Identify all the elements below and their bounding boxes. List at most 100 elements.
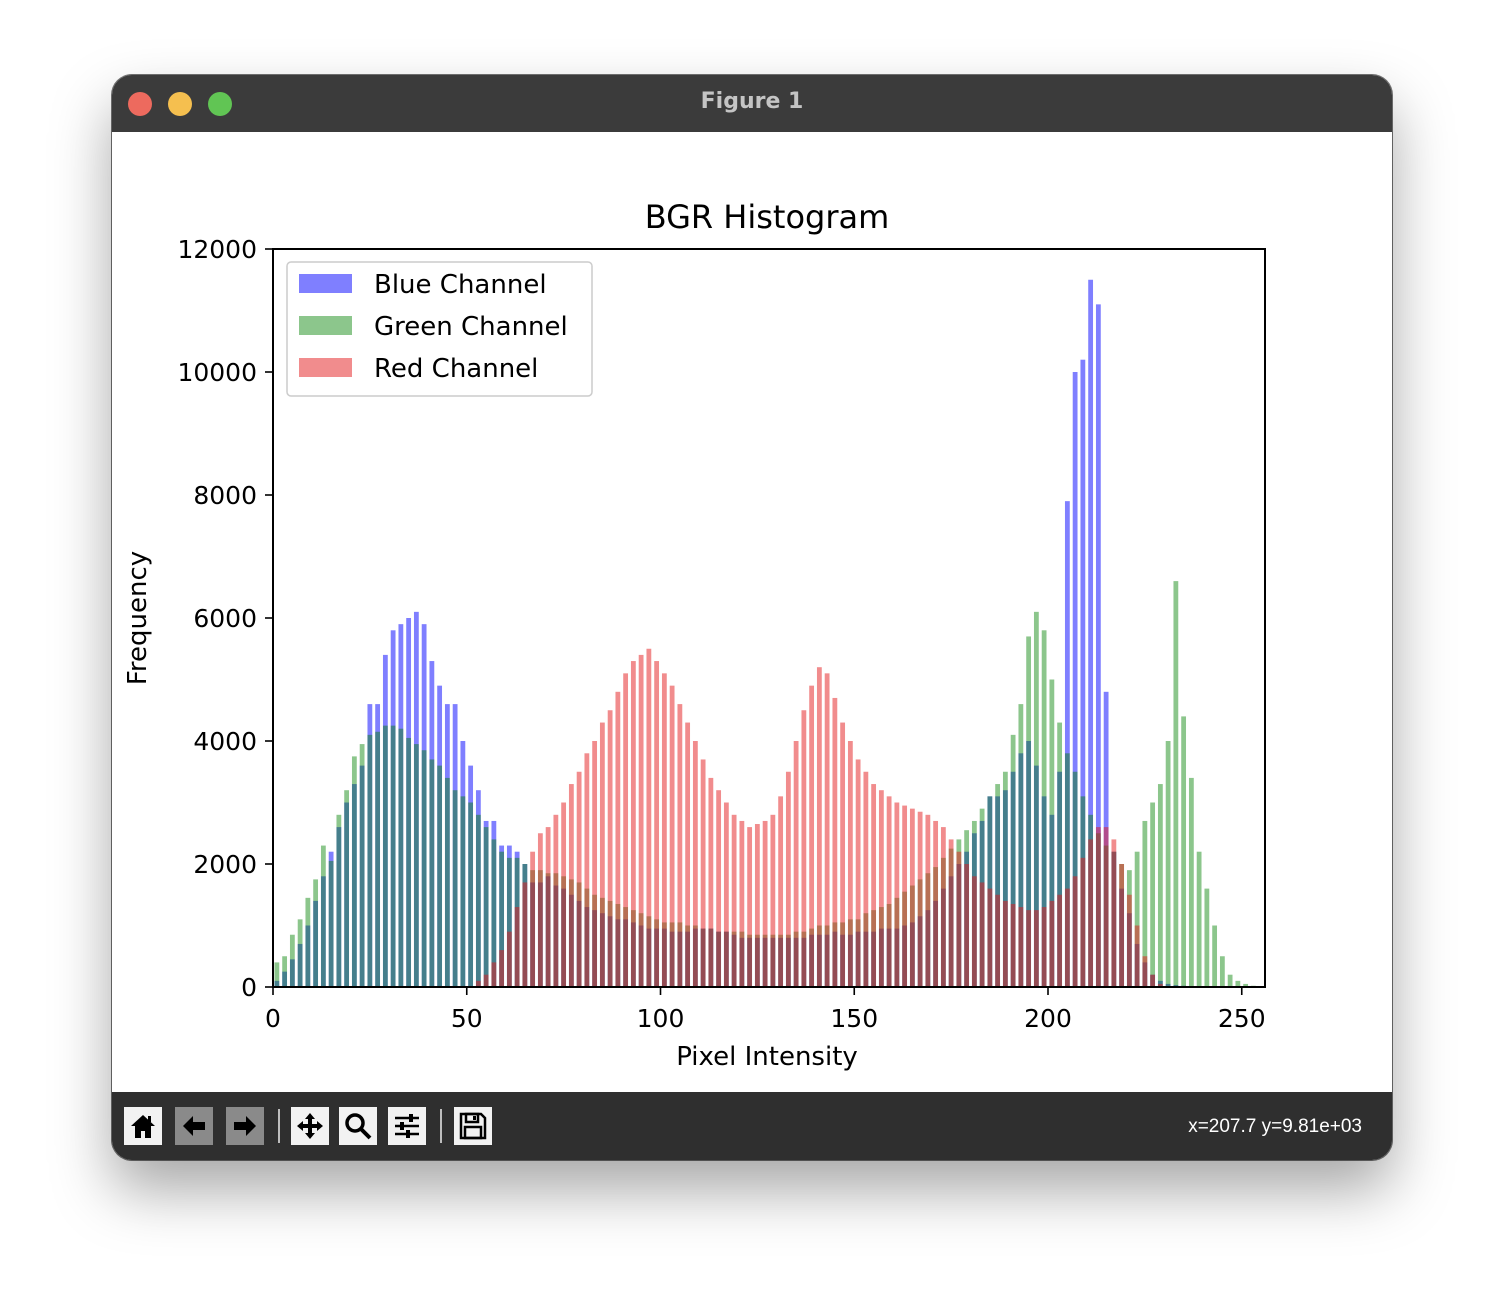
bar xyxy=(460,741,466,987)
y-tick-label: 12000 xyxy=(177,235,257,264)
back-button[interactable] xyxy=(175,1107,213,1145)
bar xyxy=(320,845,326,987)
bar xyxy=(437,765,443,987)
bar xyxy=(1080,857,1086,987)
bar xyxy=(1057,771,1063,987)
bar xyxy=(1010,903,1016,987)
bar xyxy=(669,685,675,987)
bar xyxy=(1018,907,1024,987)
bar xyxy=(483,827,489,987)
bar xyxy=(537,833,543,987)
bar xyxy=(1134,851,1140,987)
bar xyxy=(522,882,528,987)
bar xyxy=(351,756,357,988)
bar xyxy=(444,704,450,987)
pan-button[interactable] xyxy=(291,1107,329,1145)
bar xyxy=(382,725,388,988)
bar xyxy=(1095,827,1101,987)
bar xyxy=(367,704,373,987)
bar xyxy=(964,864,970,987)
bar xyxy=(607,710,613,987)
x-tick-label: 100 xyxy=(637,1004,685,1033)
bar xyxy=(723,802,729,987)
arrow-right-icon xyxy=(234,1116,256,1136)
save-button[interactable] xyxy=(454,1107,492,1145)
bar xyxy=(452,704,458,987)
bar xyxy=(801,710,807,987)
legend-swatch xyxy=(299,316,352,335)
bar xyxy=(1002,771,1008,987)
bar xyxy=(1119,864,1125,987)
chart-legend: Blue Channel Green Channel Red Channel xyxy=(286,261,593,397)
bar xyxy=(1018,704,1024,987)
bar xyxy=(320,876,326,987)
y-axis-label: Frequency xyxy=(123,551,153,685)
bar xyxy=(1142,820,1148,987)
bar xyxy=(886,796,892,987)
bar xyxy=(483,974,489,987)
bar xyxy=(1033,765,1039,987)
cursor-coordinates: x=207.7 y=9.81e+03 xyxy=(1188,1116,1362,1137)
bar xyxy=(336,827,342,987)
configure-subplots-button[interactable] xyxy=(388,1107,426,1145)
bar xyxy=(483,820,489,987)
bar xyxy=(398,728,404,987)
y-tick-label: 0 xyxy=(241,973,257,1002)
bar xyxy=(956,851,962,987)
forward-button[interactable] xyxy=(226,1107,264,1145)
bar xyxy=(894,802,900,987)
bar xyxy=(1010,734,1016,987)
bar xyxy=(274,962,280,987)
bar xyxy=(1057,722,1063,987)
bar xyxy=(1188,777,1194,987)
bar xyxy=(328,851,334,987)
bar xyxy=(429,661,435,987)
bar xyxy=(305,897,311,987)
bar xyxy=(785,771,791,987)
bar xyxy=(274,980,280,987)
bar xyxy=(995,784,1001,987)
bar xyxy=(382,654,388,987)
navigation-toolbar: x=207.7 y=9.81e+03 xyxy=(112,1092,1392,1160)
legend-frame xyxy=(286,261,593,397)
bar xyxy=(638,654,644,987)
bar xyxy=(1088,839,1094,987)
bar xyxy=(475,814,481,987)
zoom-button[interactable] xyxy=(339,1107,377,1145)
bar xyxy=(1219,956,1225,987)
figure-canvas[interactable]: 0 50 100 150 200 250 0 2000 4000 6000 8000 10000 120… xyxy=(112,132,1392,1092)
y-tick-label: 4000 xyxy=(193,727,257,756)
bar xyxy=(1033,910,1039,988)
bar xyxy=(677,704,683,987)
bar xyxy=(313,900,319,987)
series-red-channel xyxy=(475,648,1163,988)
maximize-window-button[interactable] xyxy=(208,92,232,116)
home-button[interactable] xyxy=(124,1107,162,1145)
figure-window: Figure 1 0 50 100 150 200 250 0 2000 4000 6000 800… xyxy=(112,75,1392,1160)
bar xyxy=(1134,925,1140,987)
bar xyxy=(925,814,931,987)
minimize-window-button[interactable] xyxy=(168,92,192,116)
bar xyxy=(506,931,512,987)
bar xyxy=(995,796,1001,987)
bar xyxy=(421,624,427,987)
bar xyxy=(1157,784,1163,987)
y-tick-label: 8000 xyxy=(193,481,257,510)
bar xyxy=(661,673,667,987)
bar xyxy=(824,673,830,987)
bar xyxy=(475,980,481,987)
close-window-button[interactable] xyxy=(128,92,152,116)
bar xyxy=(390,630,396,987)
arrow-left-icon xyxy=(183,1116,205,1136)
bar xyxy=(1227,974,1233,987)
bar xyxy=(948,839,954,987)
bar xyxy=(468,802,474,987)
bar xyxy=(1150,802,1156,987)
bar xyxy=(1212,925,1218,987)
bar xyxy=(716,790,722,987)
bar xyxy=(599,722,605,987)
bar xyxy=(1018,753,1024,987)
bar xyxy=(413,744,419,987)
histogram-chart[interactable]: 0 50 100 150 200 250 0 2000 4000 6000 8000 10000 120… xyxy=(112,132,1392,1092)
bar xyxy=(398,624,404,987)
